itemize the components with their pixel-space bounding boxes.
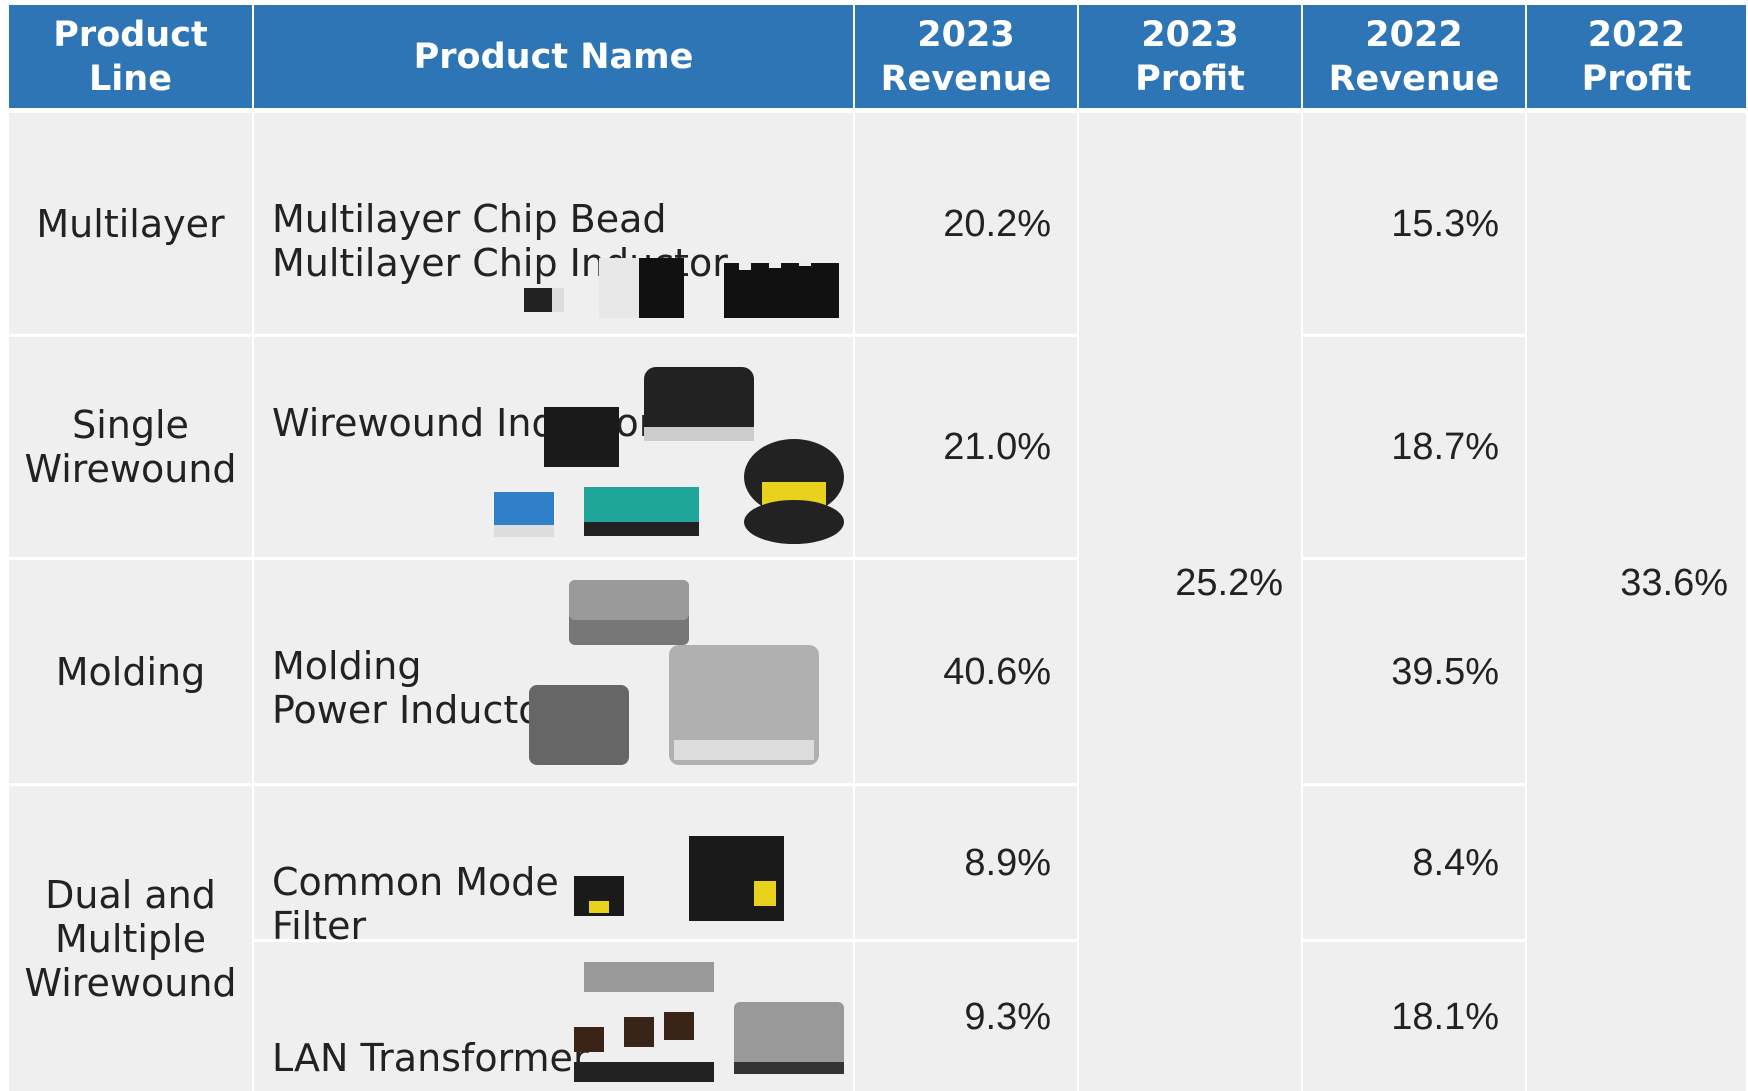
product-image — [524, 254, 839, 318]
header-cell: Product Line — [9, 5, 252, 108]
product-line: Molding — [9, 560, 252, 783]
header-cell: 2022 Revenue — [1303, 5, 1525, 108]
revenue-2023: 8.9% — [855, 786, 1077, 939]
product-line: Dual and Multiple Wirewound — [9, 786, 252, 1091]
revenue-2023: 20.2% — [855, 113, 1077, 334]
product-image — [574, 836, 784, 921]
product-name: Multilayer Chip Bead Multilayer Chip Ind… — [254, 113, 853, 334]
product-image — [529, 580, 819, 765]
header-cell: Product Name — [254, 5, 853, 108]
header-cell: 2023 Profit — [1079, 5, 1301, 108]
revenue-2022: 8.4% — [1303, 786, 1525, 939]
revenue-2023: 9.3% — [855, 942, 1077, 1091]
revenue-2022: 18.1% — [1303, 942, 1525, 1091]
header-cell: 2022 Profit — [1527, 5, 1746, 108]
product-name-text: LAN Transformer — [272, 1036, 589, 1080]
product-name: LAN Transformer — [254, 942, 853, 1091]
header-cell: 2023 Revenue — [855, 5, 1077, 108]
product-image — [574, 962, 844, 1082]
revenue-2022: 39.5% — [1303, 560, 1525, 783]
product-name: Common Mode Filter — [254, 786, 853, 948]
revenue-2023: 21.0% — [855, 337, 1077, 557]
product-line: Multilayer — [9, 113, 252, 334]
profit-2023: 25.2% — [1079, 113, 1301, 1091]
revenue-2022: 18.7% — [1303, 337, 1525, 557]
product-name: Molding Power Inductor — [254, 560, 853, 783]
profit-2022: 33.6% — [1527, 113, 1746, 1091]
revenue-2023: 40.6% — [855, 560, 1077, 783]
revenue-2022: 15.3% — [1303, 113, 1525, 334]
product-name: Wirewound Inductor — [254, 337, 853, 557]
product-line: Single Wirewound — [9, 337, 252, 557]
product-image — [494, 367, 844, 544]
product-name-text: Common Mode Filter — [272, 860, 559, 948]
product-name-text: Molding Power Inductor — [272, 644, 558, 732]
